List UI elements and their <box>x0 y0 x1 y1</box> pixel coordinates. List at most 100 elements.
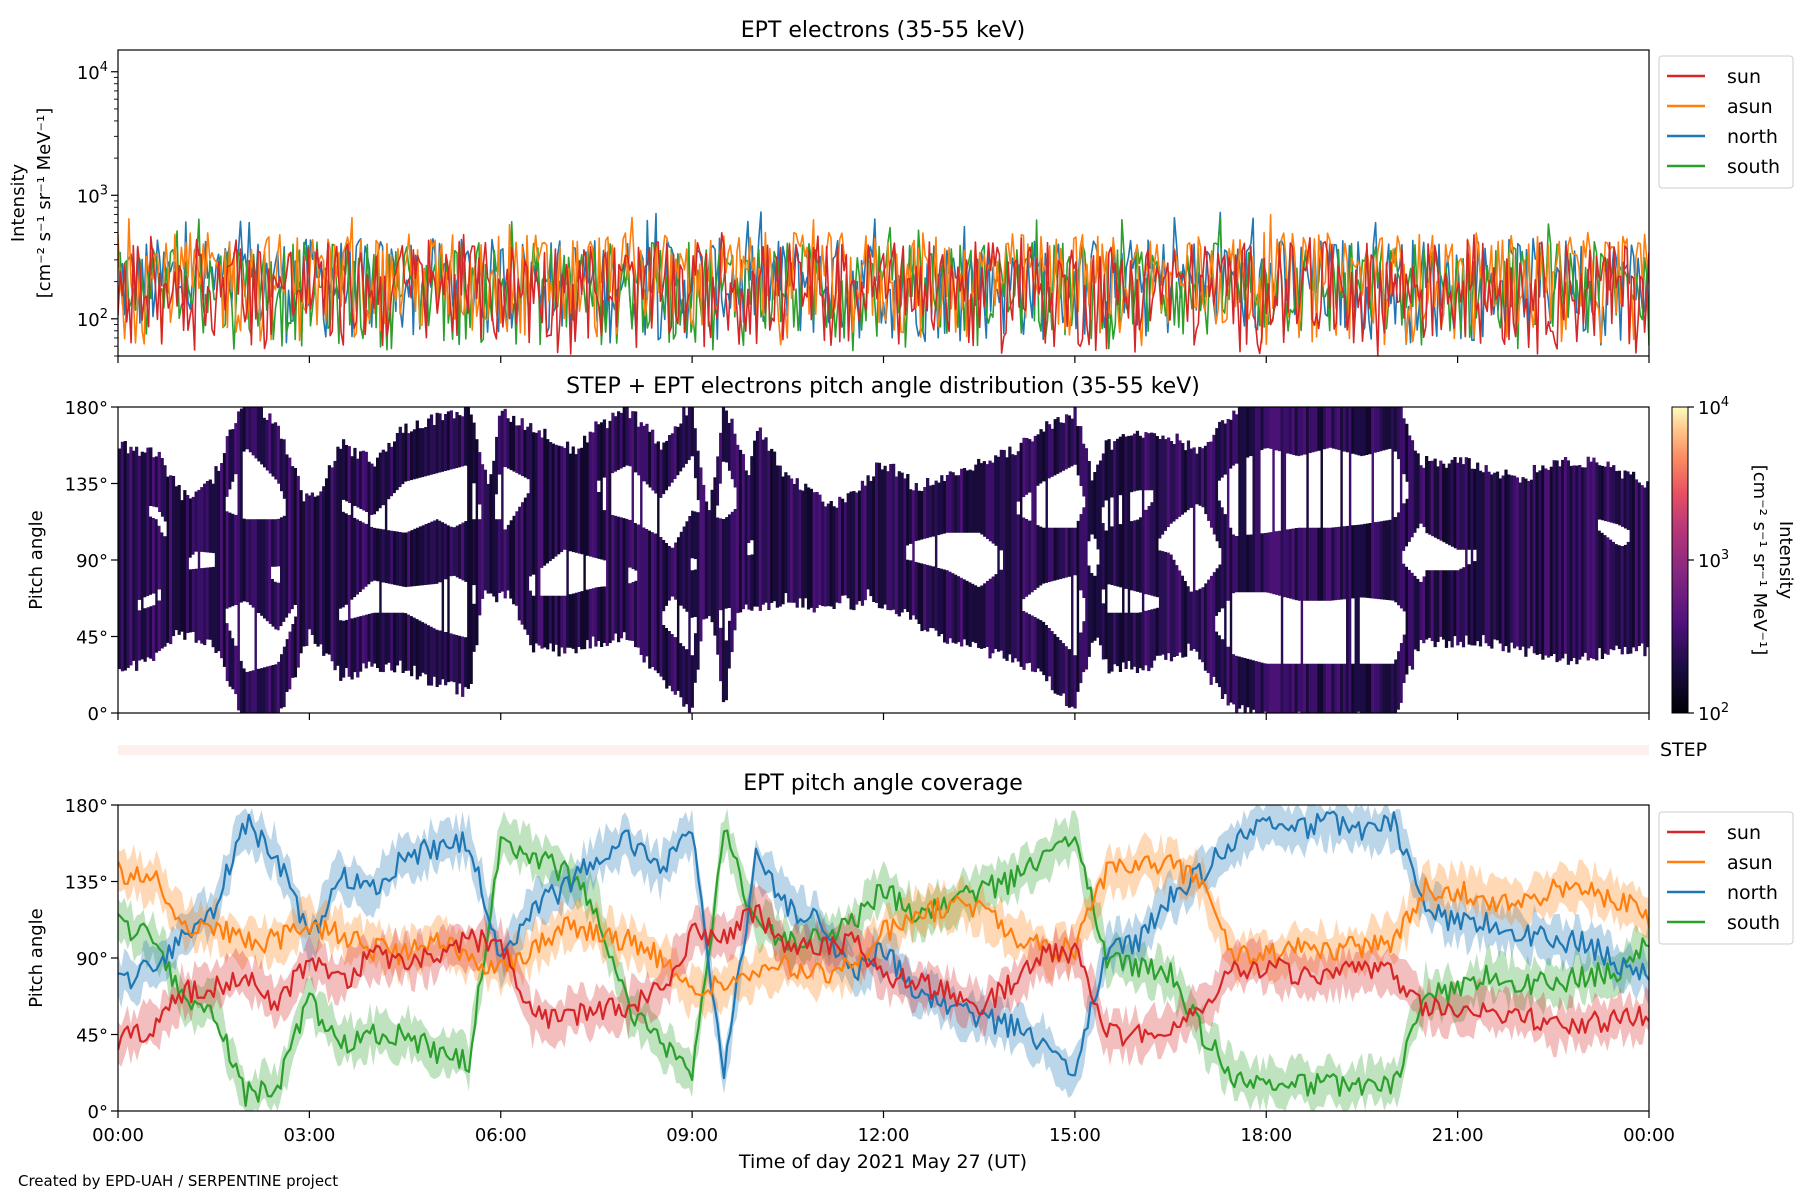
heatmap-column <box>812 492 816 613</box>
heatmap-gap <box>1167 527 1171 553</box>
heatmap-gap <box>727 608 731 621</box>
heatmap-gap <box>1419 523 1423 582</box>
heatmap-column <box>254 407 258 713</box>
heatmap-gap <box>463 581 468 638</box>
heatmap-column <box>469 414 473 684</box>
heatmap-column <box>659 449 663 677</box>
heatmap-column <box>401 432 405 673</box>
heatmap-gap <box>1614 524 1619 545</box>
heatmap-gap <box>1237 592 1242 657</box>
heatmap-column <box>540 437 544 649</box>
heatmap-column <box>1322 407 1327 713</box>
heatmap-gap <box>461 580 465 637</box>
heatmap-column <box>826 503 831 607</box>
heatmap-column <box>648 431 652 669</box>
heatmap-gap <box>670 482 675 548</box>
heatmap-gap <box>458 578 462 636</box>
heatmap-column <box>1603 466 1607 654</box>
heatmap-gap <box>228 489 232 513</box>
heatmap-gap <box>960 532 964 578</box>
heatmap-gap <box>1073 464 1077 528</box>
heatmap-column <box>220 463 224 659</box>
heatmap-gap <box>1064 469 1069 528</box>
heatmap-gap <box>1070 466 1074 528</box>
heatmap-column <box>256 407 261 713</box>
heatmap-gap <box>228 607 232 631</box>
heatmap-column <box>390 446 394 671</box>
heatmap-gap <box>1294 455 1298 528</box>
legend-box <box>1658 811 1794 945</box>
heatmap-gap <box>1427 534 1432 571</box>
heatmap-gap <box>358 592 363 617</box>
heatmap-column <box>679 423 683 698</box>
panel2-ylabel: Pitch angle <box>26 510 47 609</box>
heatmap-gap <box>1235 463 1239 536</box>
heatmap-gap <box>665 605 669 628</box>
heatmap-column <box>585 442 590 641</box>
panel2-ytick-label: 0° <box>88 704 108 725</box>
heatmap-gap <box>390 496 394 531</box>
heatmap-gap <box>1059 579 1063 641</box>
heatmap-gap <box>1376 599 1381 664</box>
heatmap-gap <box>1118 495 1123 525</box>
panel1-title: EPT electrons (35-55 keV) <box>741 18 1026 43</box>
heatmap-gap <box>928 537 933 566</box>
heatmap-gap <box>696 500 700 513</box>
heatmap-column <box>599 422 604 647</box>
heatmap-gap <box>622 467 626 519</box>
heatmap-gap <box>503 467 507 530</box>
heatmap-gap <box>1351 598 1355 664</box>
heatmap-column <box>160 458 164 649</box>
panel3-ytick-label: 0° <box>88 1102 108 1123</box>
panel3-xtick-label: 18:00 <box>1240 1125 1292 1146</box>
heatmap-column <box>551 443 556 652</box>
heatmap-column <box>1391 407 1395 713</box>
heatmap-gap <box>1232 593 1236 655</box>
heatmap-column <box>463 407 468 688</box>
heatmap-column <box>526 426 530 635</box>
heatmap-column <box>1356 407 1361 712</box>
heatmap-column <box>1235 414 1239 713</box>
heatmap-column <box>1572 465 1576 658</box>
heatmap-gap <box>1209 527 1213 576</box>
heatmap-column <box>529 423 533 646</box>
heatmap-gap <box>1342 451 1347 527</box>
heatmap-gap <box>398 487 402 532</box>
heatmap-column <box>755 431 760 607</box>
heatmap-gap <box>415 478 419 528</box>
heatmap-gap <box>982 536 986 584</box>
heatmap-column <box>1399 407 1403 703</box>
heatmap-gap <box>1422 527 1426 577</box>
heatmap-gap <box>449 576 453 634</box>
heatmap-column <box>1552 460 1556 654</box>
heatmap-gap <box>719 610 723 628</box>
heatmap-column <box>299 490 303 654</box>
heatmap-gap <box>1328 447 1332 528</box>
heatmap-gap <box>1033 590 1037 617</box>
heatmap-gap <box>1047 582 1052 628</box>
heatmap-gap <box>1351 453 1355 526</box>
heatmap-gap <box>393 584 397 613</box>
heatmap-gap <box>679 605 683 644</box>
heatmap-column <box>597 424 601 641</box>
heatmap-column <box>313 496 317 644</box>
heatmap-gap <box>1144 490 1148 510</box>
heatmap-column <box>531 432 536 653</box>
heatmap-gap <box>152 506 156 518</box>
heatmap-gap <box>163 521 167 537</box>
heatmap-gap <box>149 594 153 607</box>
heatmap-column <box>906 474 910 612</box>
heatmap-gap <box>514 473 519 512</box>
heatmap-gap <box>1305 600 1310 664</box>
heatmap-column <box>934 480 938 631</box>
heatmap-gap <box>1079 590 1083 633</box>
heatmap-column <box>1612 465 1616 651</box>
panel3-xtick-label: 00:00 <box>1623 1125 1675 1146</box>
heatmap-column <box>1019 442 1023 667</box>
heatmap-column <box>665 440 669 689</box>
heatmap-column <box>1317 407 1321 713</box>
heatmap-gap <box>279 626 283 655</box>
heatmap-column <box>738 449 743 613</box>
heatmap-gap <box>1056 579 1060 637</box>
heatmap-column <box>523 429 527 630</box>
